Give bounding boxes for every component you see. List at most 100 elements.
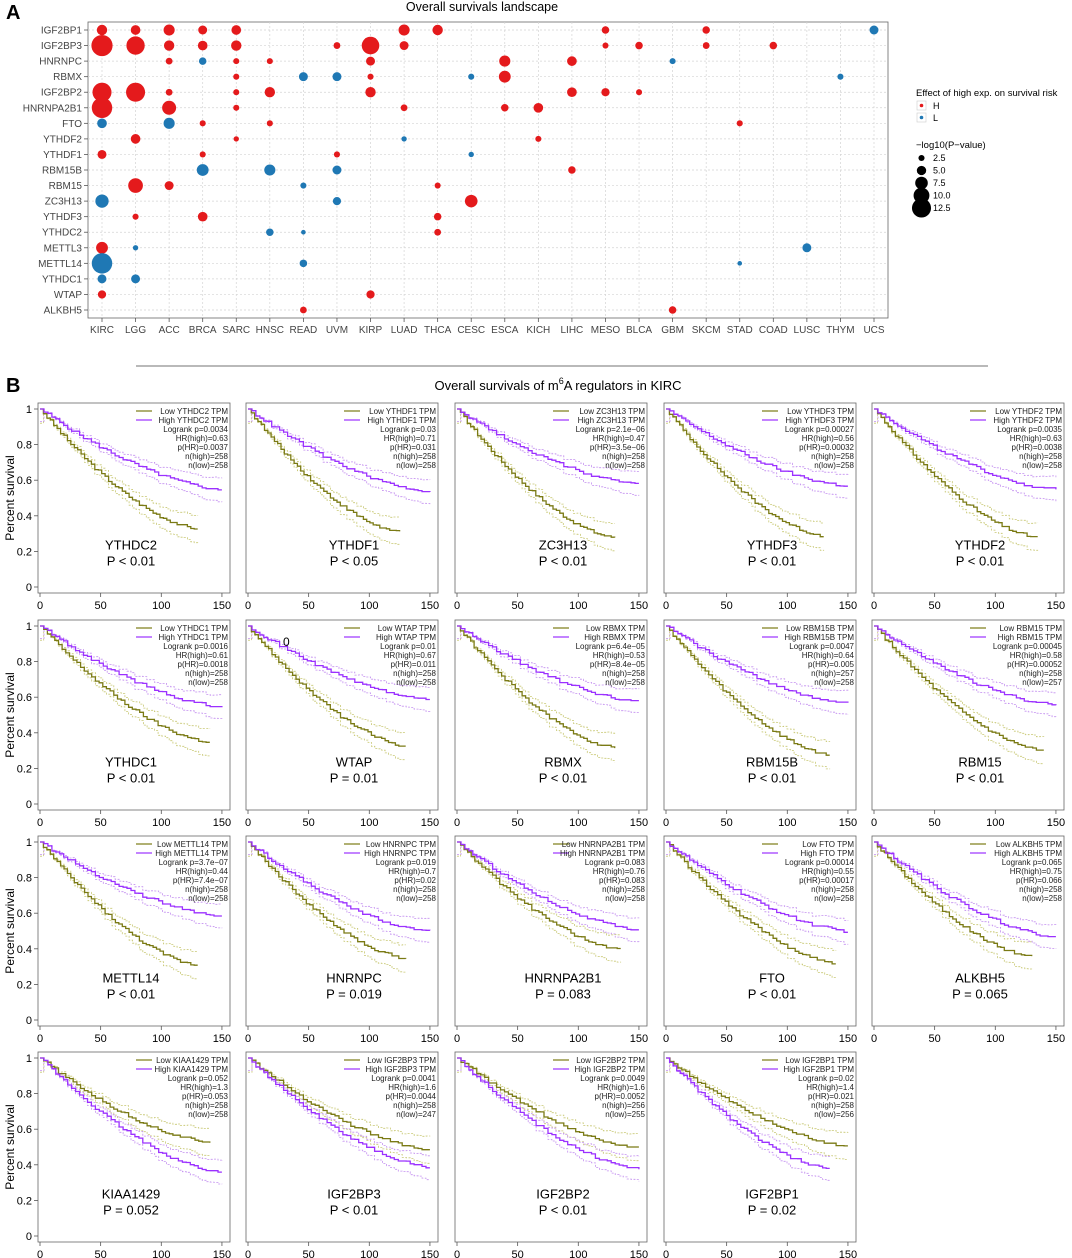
x-tick-label: 150 (1047, 1033, 1065, 1045)
legend-entry: n(high)=258 (393, 1101, 436, 1110)
y-tick-label: 0.2 (17, 763, 32, 775)
y-tick-label: 0.4 (17, 511, 32, 523)
x-tick-label: 150 (839, 600, 857, 612)
x-tick-label: 50 (95, 1249, 107, 1258)
x-tick-label: SARC (222, 325, 250, 336)
x-tick-label: 50 (512, 600, 524, 612)
legend-entry: Logrank p=0.03 (380, 425, 436, 434)
legend-entry: Low WTAP TPM (378, 624, 437, 633)
bubble-IGF2BP1-MESO (601, 26, 610, 34)
bubble-IGF2BP3-SKCM (702, 42, 710, 49)
y-tick-label: RBM15 (49, 181, 83, 192)
km-frame (871, 835, 1065, 1027)
km-curve-high (248, 841, 431, 931)
legend-entry: n(low)=258 (605, 678, 645, 687)
y-axis-label: Percent survival (3, 672, 17, 757)
x-tick-label: 150 (839, 1249, 857, 1258)
ci-low-upper (457, 408, 615, 524)
km-curve-high (40, 841, 222, 917)
bubble-YTHDF3-THCA (433, 212, 442, 221)
bubble-FTO-STAD (736, 120, 743, 127)
km-curve-high (666, 841, 848, 933)
ci-high-lower (874, 629, 1057, 718)
legend-entry: Low RBM15 TPM (999, 624, 1062, 633)
x-tick-label: ACC (159, 325, 180, 336)
legend-entry: n(high)=258 (602, 669, 645, 678)
x-tick-label: 0 (663, 1033, 669, 1045)
km-curve-low (457, 625, 616, 749)
bubble-FTO-KIRC (97, 118, 107, 129)
legend-entry: HR(high)=0.7 (388, 867, 436, 876)
p-value-label: P < 0.01 (748, 986, 797, 1001)
legend-entry: n(high)=258 (811, 452, 854, 461)
legend-size-dot (911, 198, 932, 218)
p-value-label: P = 0.065 (952, 986, 1008, 1001)
legend-entry: n(low)=258 (1022, 461, 1062, 470)
legend-entry: n(low)=258 (396, 894, 436, 903)
ci-high-upper (666, 1057, 831, 1157)
bubble-RBMX-CESC (468, 73, 475, 80)
km-curve-high (248, 408, 431, 493)
p-value-label: P = 0.019 (326, 986, 382, 1001)
km-frame (245, 1051, 439, 1243)
bubble-HNRNPC-HNSC (266, 58, 273, 65)
x-tick-label: 0 (245, 1249, 251, 1258)
bubble-HNRNPC-SARC (233, 58, 240, 65)
y-tick-label: YTHDF1 (43, 150, 82, 161)
panel-label-a: A (6, 2, 20, 24)
x-tick-label: 100 (360, 1249, 378, 1258)
x-tick-label: 0 (871, 817, 877, 829)
x-tick-label: STAD (727, 325, 753, 336)
x-tick-label: BRCA (189, 325, 217, 336)
ci-high-upper (666, 408, 849, 475)
x-tick-label: 150 (630, 600, 648, 612)
x-tick-label: 100 (152, 1249, 170, 1258)
legend-entry: n(low)=258 (188, 1110, 228, 1119)
x-tick-label: 50 (721, 600, 733, 612)
x-tick-label: 100 (360, 1033, 378, 1045)
x-tick-label: 0 (454, 1249, 460, 1258)
bubble-YTHDF2-KICH (535, 135, 542, 142)
x-tick-label: 100 (986, 600, 1004, 612)
x-tick-label: 0 (245, 600, 251, 612)
y-tick-label: IGF2BP3 (41, 41, 83, 52)
legend-entry: High RBM15 TPM (998, 633, 1063, 642)
legend-entry: Low YTHDF3 TPM (787, 407, 854, 416)
km-curve-high (40, 625, 223, 708)
legend-size-dot (916, 165, 927, 176)
legend-entry: n(high)=258 (811, 1101, 854, 1110)
y-tick-label: 0 (26, 1231, 32, 1243)
y-tick-label: 0.6 (17, 475, 32, 487)
legend-entry: Logrank p=0.019 (376, 858, 437, 867)
x-tick-label: KIRP (359, 325, 383, 336)
x-tick-label: 50 (929, 817, 941, 829)
x-tick-label: 50 (303, 1249, 315, 1258)
bubble-RBMX-UVM (332, 72, 342, 82)
km-frame (37, 1051, 231, 1243)
ci-high-upper (40, 625, 223, 696)
y-axis-label: Percent survival (3, 1104, 17, 1189)
bubble-HNRNPC-ESCA (499, 55, 511, 67)
legend-entry: Low RBMX TPM (586, 624, 645, 633)
legend-entry: n(low)=258 (188, 894, 228, 903)
bubble-RBM15B-BRCA (196, 164, 209, 176)
x-tick-label: 50 (721, 817, 733, 829)
legend-entry: n(high)=258 (393, 452, 436, 461)
km-plot-YTHDC1: 0 50 100 150 0 0.2 0.4 0.6 0.8 1 Percent survival L… (3, 619, 231, 829)
stray-zero-label: 0 (283, 635, 290, 649)
ci-low-upper (40, 1057, 211, 1129)
bubble-METTL14-READ (299, 259, 308, 268)
x-tick-label: LIHC (561, 325, 584, 336)
x-tick-label: 50 (95, 600, 107, 612)
legend-entry: p(HR)=0.005 (808, 660, 855, 669)
y-tick-label: 0.8 (17, 1089, 32, 1101)
x-tick-label: UVM (326, 325, 348, 336)
panel-label-b: B (6, 375, 20, 397)
x-tick-label: 150 (1047, 817, 1065, 829)
x-tick-label: 150 (421, 1249, 439, 1258)
legend-entry: n(high)=258 (811, 885, 854, 894)
legend-entry: Logrank p=0.0049 (580, 1074, 645, 1083)
